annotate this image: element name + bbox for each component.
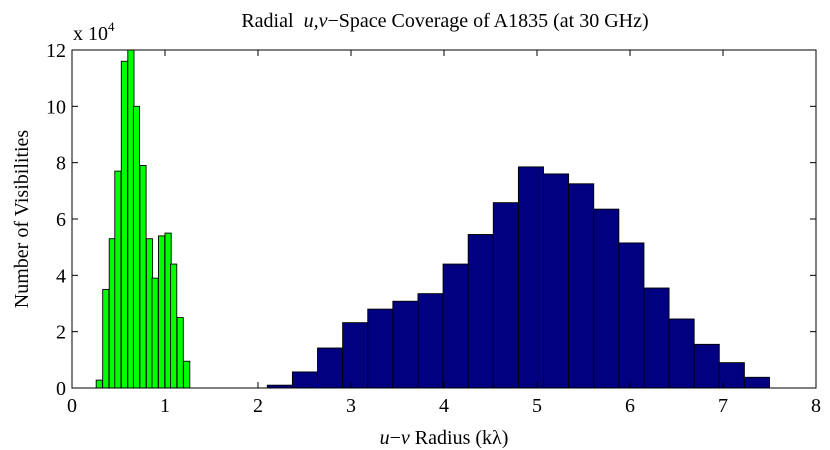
y-tick-label: 4 xyxy=(56,265,66,287)
y-multiplier-exponent: 4 xyxy=(108,19,115,34)
histogram-bar-series-2 xyxy=(417,293,444,389)
chart-title-uv: u,v xyxy=(304,10,328,32)
x-tick-label: 6 xyxy=(625,395,635,417)
x-axis-label-v: v xyxy=(401,427,410,449)
histogram-bar-series-2 xyxy=(618,242,645,389)
histogram-bar-series-2 xyxy=(593,208,620,389)
histogram-bar-series-2 xyxy=(543,173,570,389)
histogram-bar-series-1 xyxy=(170,263,178,389)
histogram-bar-series-2 xyxy=(442,263,469,389)
x-tick-label: 1 xyxy=(160,395,170,417)
x-tick-label: 8 xyxy=(811,395,821,417)
histogram-bar-series-1 xyxy=(151,277,159,389)
histogram-bar-series-2 xyxy=(291,371,318,389)
y-tick-label: 10 xyxy=(46,96,66,118)
y-multiplier: x 104 xyxy=(73,19,115,45)
chart-title-lead: Radial xyxy=(241,10,303,32)
y-tick-label: 12 xyxy=(46,40,66,62)
y-axis-label: Number of Visibilities xyxy=(11,130,33,309)
x-axis-label: u−v Radius (kλ) xyxy=(380,427,509,449)
histogram-bar-series-2 xyxy=(317,347,344,389)
histogram-bar-series-1 xyxy=(183,360,191,389)
histogram-bar-series-2 xyxy=(693,343,720,389)
histogram-bar-series-1 xyxy=(176,317,184,389)
histogram-bar-series-2 xyxy=(517,166,544,389)
x-tick-label: 2 xyxy=(253,395,263,417)
y-tick-label: 0 xyxy=(56,378,66,400)
x-axis-label-u: u xyxy=(380,427,390,449)
x-tick-label: 0 xyxy=(67,395,77,417)
chart-title-rest: −Space Coverage of A1835 (at 30 GHz) xyxy=(327,10,648,32)
x-tick-label: 7 xyxy=(718,395,728,417)
histogram-bar-series-1 xyxy=(120,60,128,389)
histogram-bar-series-1 xyxy=(102,288,110,389)
histogram-bar-series-2 xyxy=(467,234,494,389)
histogram-bar-series-1 xyxy=(114,170,122,389)
x-axis-label-minus: − xyxy=(390,427,401,449)
histogram-bar-series-1 xyxy=(132,105,141,389)
chart-title: Radial u,v−Space Coverage of A1835 (at 3… xyxy=(241,10,648,32)
x-axis-label-rest: Radius (kλ) xyxy=(410,427,509,449)
histogram-bar-series-2 xyxy=(668,318,695,389)
y-axis: 0 2 4 6 8 10 12 xyxy=(46,40,816,400)
x-tick-label: 3 xyxy=(346,395,356,417)
y-tick-label: 8 xyxy=(56,153,66,175)
y-tick-label: 6 xyxy=(56,209,66,231)
x-tick-label: 4 xyxy=(439,395,449,417)
histogram-bar-series-2 xyxy=(643,287,670,389)
histogram-bar-series-2 xyxy=(392,300,419,389)
histogram-bar-series-2 xyxy=(568,183,595,389)
x-tick-label: 5 xyxy=(532,395,542,417)
histogram-bar-series-1 xyxy=(158,235,166,389)
x-axis: 0 1 2 3 4 5 6 7 8 xyxy=(67,50,821,417)
histogram-bar-series-2 xyxy=(492,202,519,389)
histogram-bar-series-2 xyxy=(367,308,394,389)
histogram-bar-series-1 xyxy=(95,379,103,389)
y-tick-label: 2 xyxy=(56,322,66,344)
bars-layer xyxy=(72,49,816,389)
histogram-bar-series-2 xyxy=(342,322,369,389)
histogram-bar-series-2 xyxy=(743,376,770,389)
y-multiplier-base: x 10 xyxy=(73,23,108,45)
histogram-bar-series-1 xyxy=(139,165,147,389)
